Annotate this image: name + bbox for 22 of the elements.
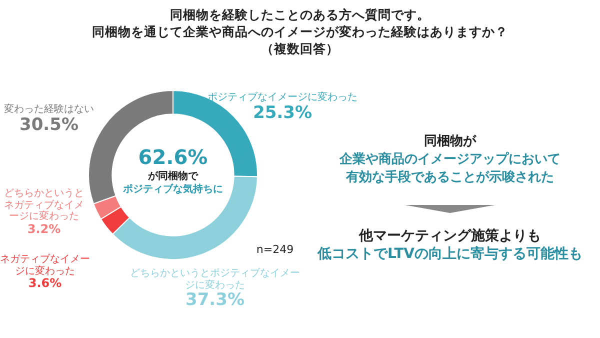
text: 他マーケティング施策よりも: [358, 228, 542, 244]
data-label: 3.6%: [27, 276, 63, 291]
text: 企業や商品のイメージアップにおいて: [338, 152, 562, 168]
data-label: 25.3%: [252, 102, 313, 124]
slice-label: ポジティブなイメージに変わった: [206, 92, 358, 104]
text: （複数回答）: [260, 41, 340, 56]
text: 有効な手段であることが示唆された: [344, 170, 555, 186]
slice-label: 変わった経験はない: [3, 104, 95, 116]
data-label: 37.3%: [184, 290, 246, 311]
chart-title: 同梱物を経験したことのある方へ質問です。: [169, 7, 431, 22]
text: n=249: [255, 243, 295, 257]
text: が同梱物で: [147, 171, 200, 182]
text: 同梱物が: [423, 134, 478, 150]
data-label: 3.2%: [26, 222, 62, 236]
text: 62.6%: [137, 145, 209, 169]
data-label: 30.5%: [18, 114, 80, 136]
text: ポジティブな気持ちに: [122, 184, 224, 196]
slice-label: ネガティブなイメージに変わった: [0, 254, 90, 277]
chart-subtitle: 同梱物を通じて企業や商品へのイメージが変わった経験はありますか？: [91, 24, 509, 40]
text: 低コストでLTVの向上に寄与する可能性も: [318, 246, 582, 262]
slice-label: どちらかというとネガティブなイメージに変わった: [3, 188, 85, 222]
slice-label: どちらかというとポジティブなイメージに変わった: [130, 268, 300, 291]
